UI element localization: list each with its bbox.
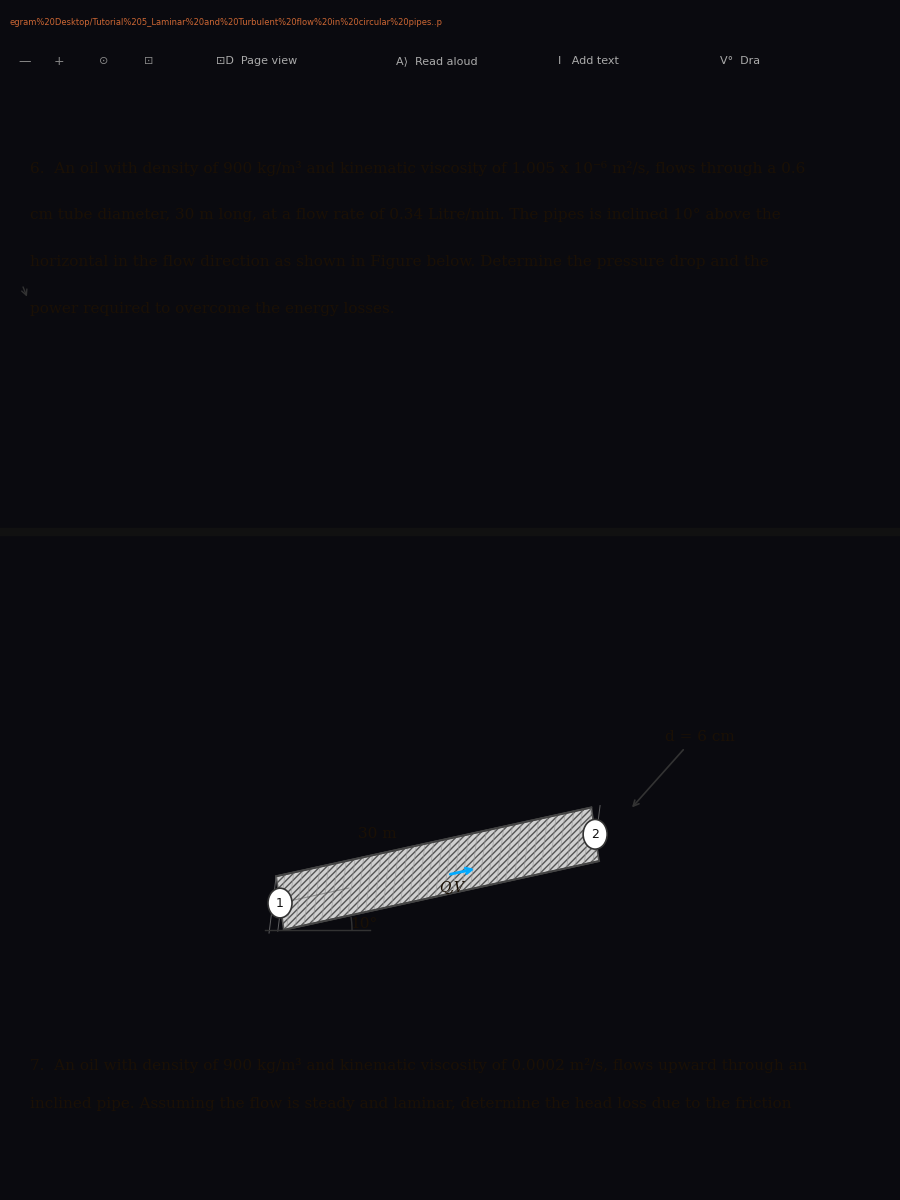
Circle shape: [583, 820, 608, 850]
Text: ⊙: ⊙: [99, 56, 108, 66]
Text: 30 m: 30 m: [357, 827, 396, 841]
Polygon shape: [276, 808, 599, 930]
Text: d = 6 cm: d = 6 cm: [665, 731, 735, 744]
Text: power required to overcome the energy losses.: power required to overcome the energy lo…: [30, 301, 394, 316]
Text: cm tube diameter, 30 m long, at a flow rate of 0.34 Litre/min. The pipes is incl: cm tube diameter, 30 m long, at a flow r…: [30, 208, 781, 222]
Text: Q,V: Q,V: [439, 881, 464, 895]
Text: egram%20Desktop/Tutorial%205_Laminar%20and%20Turbulent%20flow%20in%20circular%20: egram%20Desktop/Tutorial%205_Laminar%20a…: [9, 18, 442, 26]
Circle shape: [268, 888, 292, 918]
Text: 6.  An oil with density of 900 kg/m³ and kinematic viscosity of 1.005 x 10⁻⁶ m²/: 6. An oil with density of 900 kg/m³ and …: [30, 161, 806, 175]
Text: —: —: [18, 55, 31, 67]
Text: V°  Dra: V° Dra: [720, 56, 760, 66]
Text: I   Add text: I Add text: [558, 56, 619, 66]
Text: 10°: 10°: [350, 917, 377, 931]
Text: ⊡D  Page view: ⊡D Page view: [216, 56, 297, 66]
Text: 1: 1: [276, 896, 284, 910]
Text: 7.  An oil with density of 900 kg/m³ and kinematic viscosity of 0.0002 m²/s, flo: 7. An oil with density of 900 kg/m³ and …: [30, 1057, 807, 1073]
Text: ⊡: ⊡: [144, 56, 153, 66]
Text: horizontal in the flow direction as shown in Figure below. Determine the pressur: horizontal in the flow direction as show…: [30, 254, 769, 269]
Text: A⟩  Read aloud: A⟩ Read aloud: [396, 56, 478, 66]
Text: 2: 2: [591, 828, 599, 841]
Text: inclined pipe. Assuming the flow is steady and laminar, determine the head loss : inclined pipe. Assuming the flow is stea…: [30, 1097, 791, 1111]
Text: +: +: [54, 55, 65, 67]
